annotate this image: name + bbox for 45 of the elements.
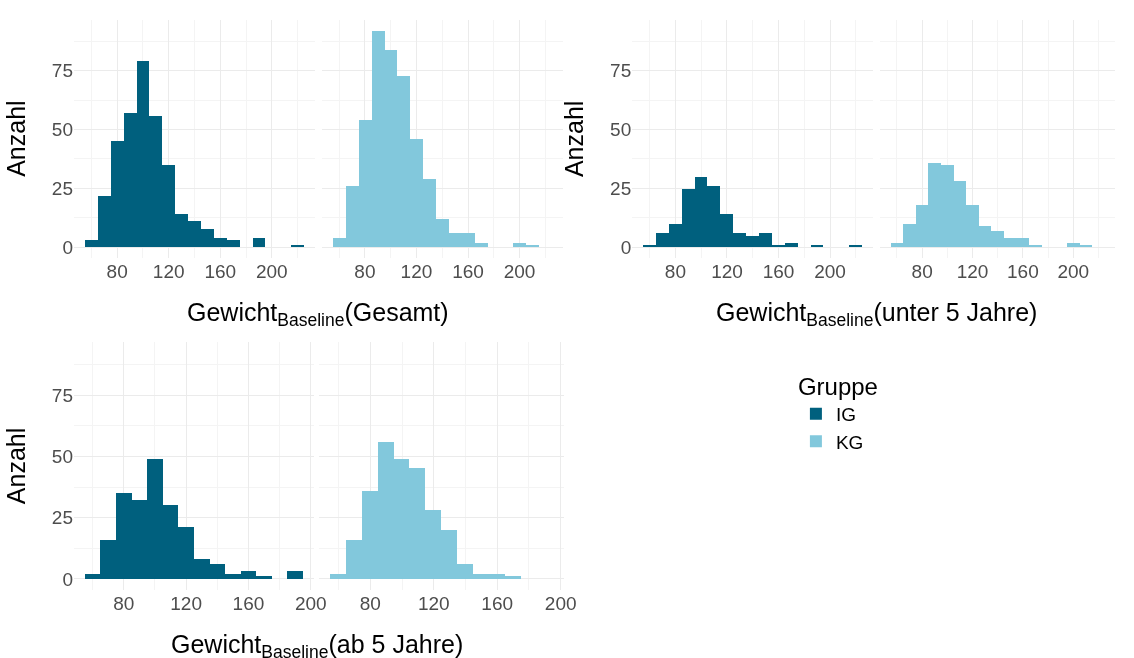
- legend-label: IG: [835, 404, 856, 426]
- y-tick-label: 25: [51, 177, 73, 199]
- x-tick-label: 120: [711, 260, 743, 282]
- legend-title: Gruppe: [797, 372, 878, 400]
- y-axis-title: Anzahl: [2, 100, 31, 177]
- y-tick-label: 25: [610, 177, 632, 199]
- x-tick-label: 160: [204, 260, 237, 282]
- y-tick-label: 25: [51, 507, 73, 529]
- legend-label: KG: [835, 431, 864, 453]
- y-tick-label: 75: [51, 60, 73, 82]
- x-tick-label: 120: [417, 593, 450, 615]
- x-tick-label: 160: [1007, 260, 1039, 282]
- y-tick-label: 50: [51, 446, 73, 468]
- x-axis-title: Gewicht$_{Baseline}$(ab 5 Jahre): [171, 630, 464, 658]
- x-tick-label: 200: [294, 593, 327, 615]
- x-axis-title: Gewicht$_{Baseline}$(unter 5 Jahre): [716, 298, 1038, 331]
- x-tick-label: 80: [664, 260, 686, 282]
- x-tick-label: 80: [113, 593, 135, 615]
- x-tick-label: 80: [911, 260, 933, 282]
- x-tick-label: 200: [544, 593, 577, 615]
- y-tick-label: 75: [51, 384, 73, 406]
- x-tick-label: 80: [106, 260, 128, 282]
- y-tick-label: 0: [620, 236, 632, 258]
- x-tick-label: 120: [152, 260, 185, 282]
- x-tick-label: 160: [232, 593, 265, 615]
- x-tick-label: 160: [481, 593, 514, 615]
- x-tick-label: 80: [354, 260, 376, 282]
- x-tick-label: 120: [170, 593, 202, 615]
- x-tick-label: 120: [956, 260, 989, 282]
- x-tick-label: 80: [359, 593, 381, 615]
- y-axis-title: Anzahl: [1, 427, 30, 505]
- x-tick-label: 160: [452, 260, 484, 282]
- y-tick-label: 50: [610, 119, 632, 141]
- x-tick-label: 200: [255, 260, 288, 282]
- x-tick-label: 120: [400, 260, 433, 282]
- y-tick-label: 50: [51, 119, 73, 141]
- x-tick-label: 200: [503, 260, 536, 282]
- y-tick-label: 0: [62, 568, 73, 590]
- x-tick-label: 200: [814, 260, 846, 282]
- y-tick-label: 75: [610, 60, 632, 82]
- x-axis-title: Gewicht$_{Baseline}$(Gesamt): [187, 298, 449, 331]
- x-tick-label: 160: [762, 260, 795, 282]
- y-tick-label: 0: [62, 236, 73, 258]
- x-tick-label: 200: [1057, 260, 1090, 282]
- y-axis-title: Anzahl: [560, 100, 589, 178]
